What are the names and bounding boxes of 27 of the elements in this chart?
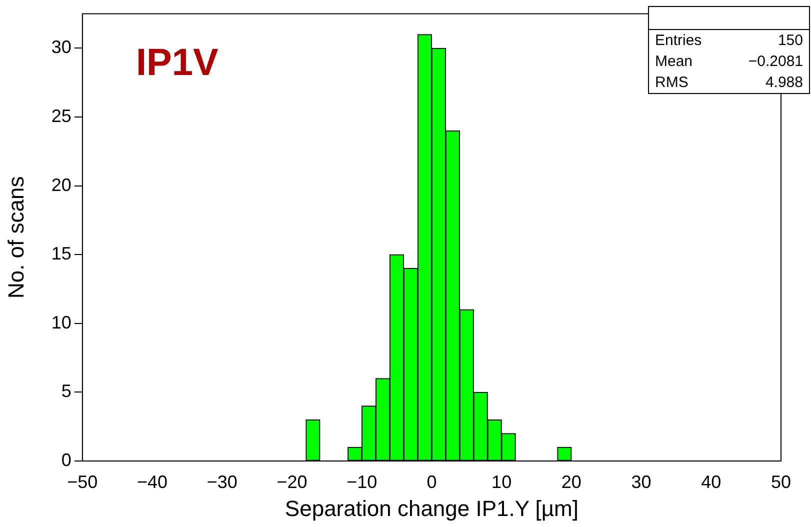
y-tick-label: 0 <box>61 450 72 470</box>
y-tick-label: 10 <box>51 312 72 332</box>
y-axis-title: No. of scans <box>3 176 28 299</box>
annotation: Entries <box>655 31 702 50</box>
annotation: 4.988 <box>765 73 803 92</box>
y-tick-label: 30 <box>51 37 72 58</box>
x-tick-label: 0 <box>426 472 437 492</box>
y-tick-label: 5 <box>61 381 72 402</box>
annotation: Mean <box>655 52 693 71</box>
annotation: 150 <box>778 31 803 50</box>
x-tick-label: −20 <box>276 472 308 492</box>
x-tick-label: 40 <box>701 472 722 492</box>
x-tick-label: −50 <box>67 472 98 492</box>
x-tick-label: −40 <box>137 472 168 492</box>
annotation: −0.2081 <box>748 52 803 71</box>
x-tick-label: 50 <box>770 472 792 492</box>
y-tick-label: 20 <box>51 174 72 195</box>
x-tick-label: 30 <box>631 472 652 492</box>
y-tick-label: 25 <box>51 106 72 126</box>
annotation: IP1V <box>136 42 218 85</box>
annotation: RMS <box>655 73 688 92</box>
x-tick-label: 20 <box>561 472 582 492</box>
x-tick-label: −30 <box>206 472 238 492</box>
x-axis-title: Separation change IP1.Y [µm] <box>284 496 578 521</box>
x-tick-label: −10 <box>346 472 378 492</box>
x-tick-label: 10 <box>492 472 512 492</box>
y-tick-label: 15 <box>51 244 72 264</box>
